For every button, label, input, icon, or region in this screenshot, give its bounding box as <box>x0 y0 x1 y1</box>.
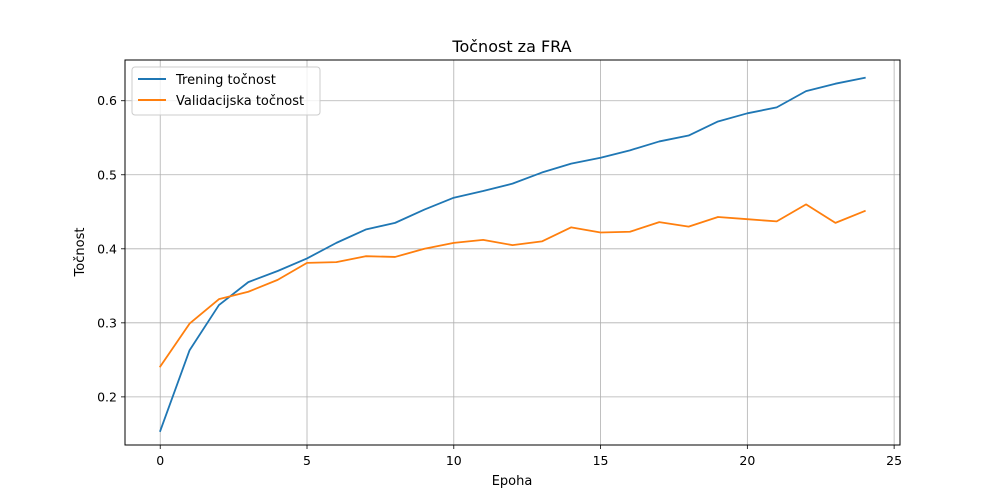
y-tick-label: 0.5 <box>97 167 117 182</box>
x-axis-label: Epoha <box>492 474 533 489</box>
y-tick-label: 0.4 <box>97 241 117 256</box>
x-tick-label: 5 <box>303 453 311 468</box>
y-axis-ticks: 0.2 0.3 0.4 0.5 0.6 <box>97 93 125 404</box>
x-tick-label: 20 <box>739 453 755 468</box>
series-line-1 <box>158 203 866 368</box>
grid-lines <box>125 60 900 445</box>
x-tick-label: 0 <box>156 453 164 468</box>
y-axis-label: Točnost <box>73 228 88 278</box>
series-lines <box>158 76 866 433</box>
legend-label-validation: Validacijska točnost <box>176 94 304 109</box>
x-tick-label: 15 <box>593 453 609 468</box>
y-tick-label: 0.6 <box>97 93 117 108</box>
plot-frame <box>124 59 901 446</box>
y-tick-label: 0.3 <box>97 315 117 330</box>
y-tick-label: 0.2 <box>97 389 117 404</box>
x-tick-label: 25 <box>886 453 902 468</box>
series-line-0 <box>159 76 866 433</box>
legend-label-train: Trening točnost <box>175 73 276 88</box>
x-axis-ticks: 0 5 10 15 20 25 <box>156 445 902 468</box>
legend: Trening točnost Validacijska točnost <box>131 66 321 116</box>
chart-title: Točnost za FRA <box>451 37 571 56</box>
x-tick-label: 10 <box>446 453 462 468</box>
legend-box <box>131 66 321 116</box>
